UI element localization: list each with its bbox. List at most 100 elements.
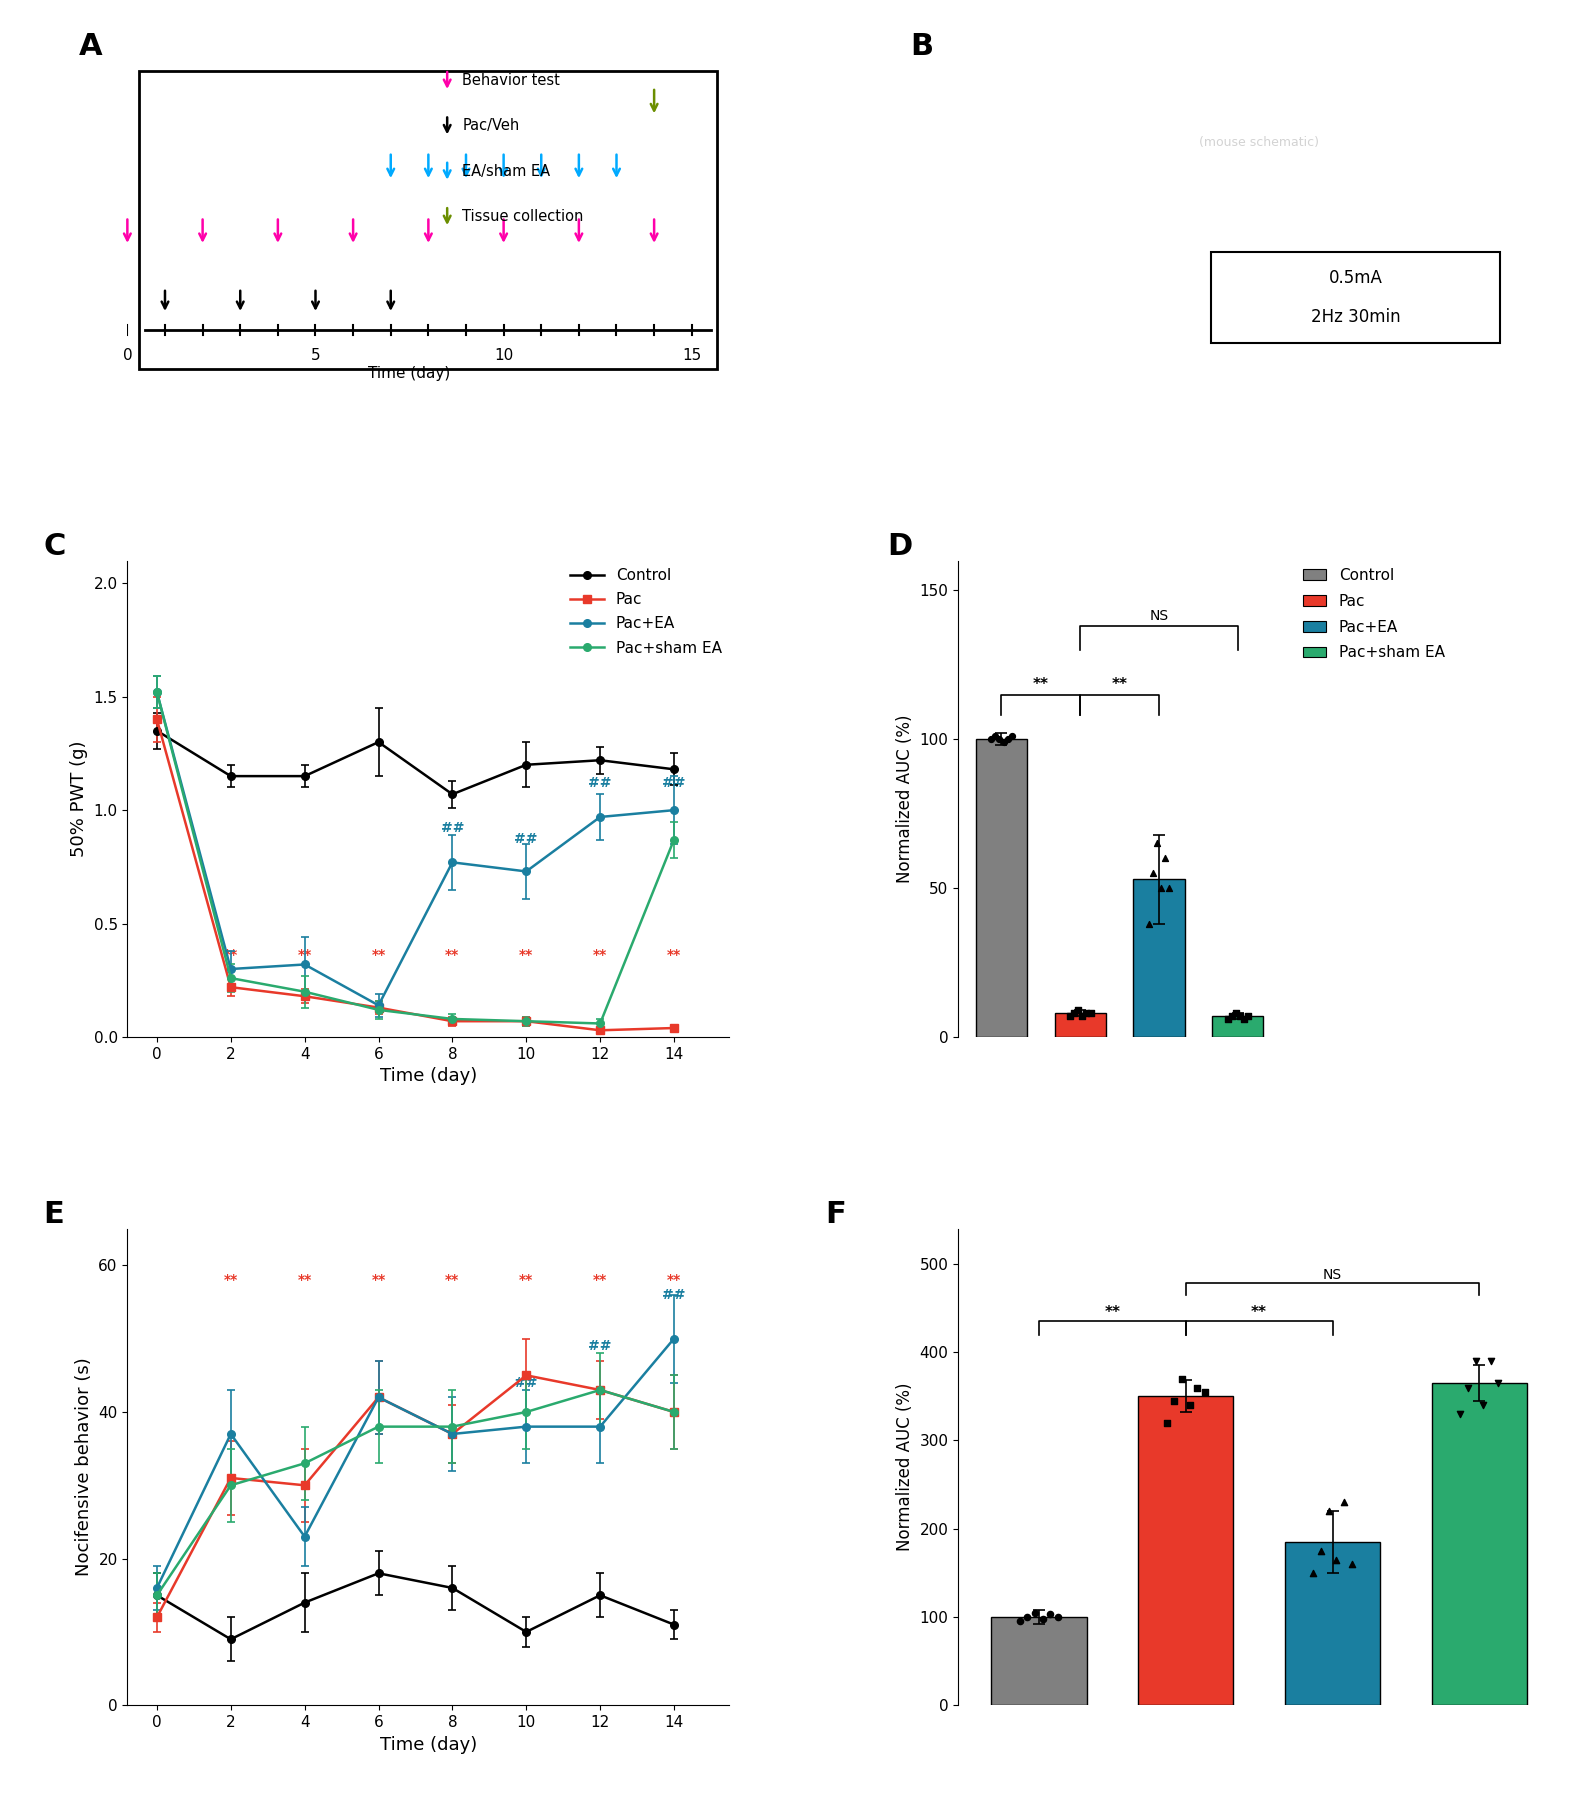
Point <box>1169 1364 1194 1393</box>
Point <box>1162 1386 1188 1414</box>
Point <box>990 727 1016 756</box>
Point <box>1227 1002 1253 1030</box>
Y-axis label: Normalized AUC (%): Normalized AUC (%) <box>896 1382 914 1551</box>
Bar <box>1054 1012 1106 1038</box>
Bar <box>1212 253 1500 343</box>
Text: ##: ## <box>662 775 686 790</box>
Text: **: ** <box>519 1273 533 1287</box>
Point <box>1140 860 1165 889</box>
Point <box>1145 829 1170 858</box>
Point <box>1137 910 1162 939</box>
Point <box>1153 844 1178 872</box>
Point <box>995 725 1020 754</box>
Text: ##: ## <box>514 1377 538 1389</box>
Text: **: ** <box>592 1273 607 1287</box>
Text: **: ** <box>298 1273 312 1287</box>
Bar <box>1431 1384 1527 1705</box>
Point <box>1154 1409 1180 1438</box>
Text: **: ** <box>592 948 607 962</box>
Point <box>1331 1488 1356 1517</box>
Text: **: ** <box>1251 1305 1267 1321</box>
Text: **: ** <box>667 1273 681 1287</box>
Text: **: ** <box>223 1273 237 1287</box>
Point <box>1184 1373 1210 1402</box>
Text: 0.5mA: 0.5mA <box>1329 269 1382 287</box>
Point <box>1235 1002 1261 1030</box>
X-axis label: Time (day): Time (day) <box>380 1736 478 1754</box>
Bar <box>992 1617 1087 1705</box>
Point <box>1022 1598 1048 1626</box>
Y-axis label: 50% PWT (g): 50% PWT (g) <box>70 741 88 856</box>
Text: **: ** <box>371 948 385 962</box>
Text: C: C <box>43 531 65 560</box>
Point <box>1463 1346 1489 1375</box>
Text: ##: ## <box>589 1339 611 1353</box>
Point <box>1000 722 1025 750</box>
Point <box>1078 998 1103 1027</box>
Text: **: ** <box>446 1273 460 1287</box>
Text: Pac/Veh: Pac/Veh <box>462 118 519 133</box>
Point <box>987 725 1013 754</box>
Text: E: E <box>43 1201 64 1230</box>
Legend: Control, Pac, Pac+EA, Pac+sham EA: Control, Pac, Pac+EA, Pac+sham EA <box>1304 569 1444 661</box>
Text: **: ** <box>298 948 312 962</box>
Text: EA/sham EA: EA/sham EA <box>462 163 551 180</box>
Text: (mouse schematic): (mouse schematic) <box>1199 136 1320 149</box>
Text: 15: 15 <box>681 348 702 363</box>
X-axis label: Time (day): Time (day) <box>380 1068 478 1086</box>
Point <box>1323 1545 1348 1574</box>
Point <box>1455 1373 1481 1402</box>
Text: **: ** <box>667 948 681 962</box>
Text: ##: ## <box>662 1289 686 1301</box>
Point <box>1176 1391 1202 1420</box>
Point <box>1339 1549 1364 1578</box>
Y-axis label: Normalized AUC (%): Normalized AUC (%) <box>896 714 914 883</box>
Text: **: ** <box>1105 1305 1121 1321</box>
Point <box>1485 1370 1511 1398</box>
Bar <box>1285 1542 1380 1705</box>
Text: **: ** <box>223 948 237 962</box>
Point <box>1192 1377 1218 1405</box>
Text: 0: 0 <box>123 348 132 363</box>
Point <box>982 722 1008 750</box>
Text: **: ** <box>1033 677 1049 691</box>
Y-axis label: Nocifensive behavior (s): Nocifensive behavior (s) <box>75 1357 92 1576</box>
Point <box>979 725 1005 754</box>
Point <box>1014 1603 1040 1632</box>
Bar <box>976 740 1027 1038</box>
Bar <box>1138 1397 1234 1705</box>
Point <box>1057 1002 1083 1030</box>
Point <box>1231 1005 1256 1034</box>
Text: Behavior test: Behavior test <box>462 74 560 88</box>
Text: Time (day): Time (day) <box>368 366 451 381</box>
Point <box>1008 1607 1033 1635</box>
Point <box>1471 1391 1496 1420</box>
Text: 5: 5 <box>310 348 320 363</box>
Point <box>1219 1002 1245 1030</box>
Text: NS: NS <box>1323 1267 1342 1282</box>
Point <box>1215 1005 1240 1034</box>
Text: **: ** <box>519 948 533 962</box>
Legend: Control, Pac, Pac+EA, Pac+sham EA: Control, Pac, Pac+EA, Pac+sham EA <box>570 569 721 655</box>
Point <box>1156 874 1181 903</box>
Text: D: D <box>887 531 912 560</box>
Bar <box>1212 1016 1264 1038</box>
Bar <box>140 70 718 370</box>
Text: F: F <box>826 1201 847 1230</box>
Text: NS: NS <box>1149 609 1169 623</box>
Text: **: ** <box>371 1273 385 1287</box>
Text: **: ** <box>446 948 460 962</box>
Text: 10: 10 <box>494 348 513 363</box>
Text: A: A <box>80 32 103 61</box>
Point <box>1073 998 1098 1027</box>
Text: **: ** <box>1111 677 1127 691</box>
Point <box>1070 1002 1095 1030</box>
Point <box>1301 1558 1326 1587</box>
Text: ##: ## <box>589 775 611 790</box>
Point <box>1477 1346 1503 1375</box>
Point <box>1317 1497 1342 1526</box>
Text: Tissue collection: Tissue collection <box>462 210 584 224</box>
Bar <box>1134 880 1184 1038</box>
Text: B: B <box>911 32 933 61</box>
Point <box>1062 998 1087 1027</box>
